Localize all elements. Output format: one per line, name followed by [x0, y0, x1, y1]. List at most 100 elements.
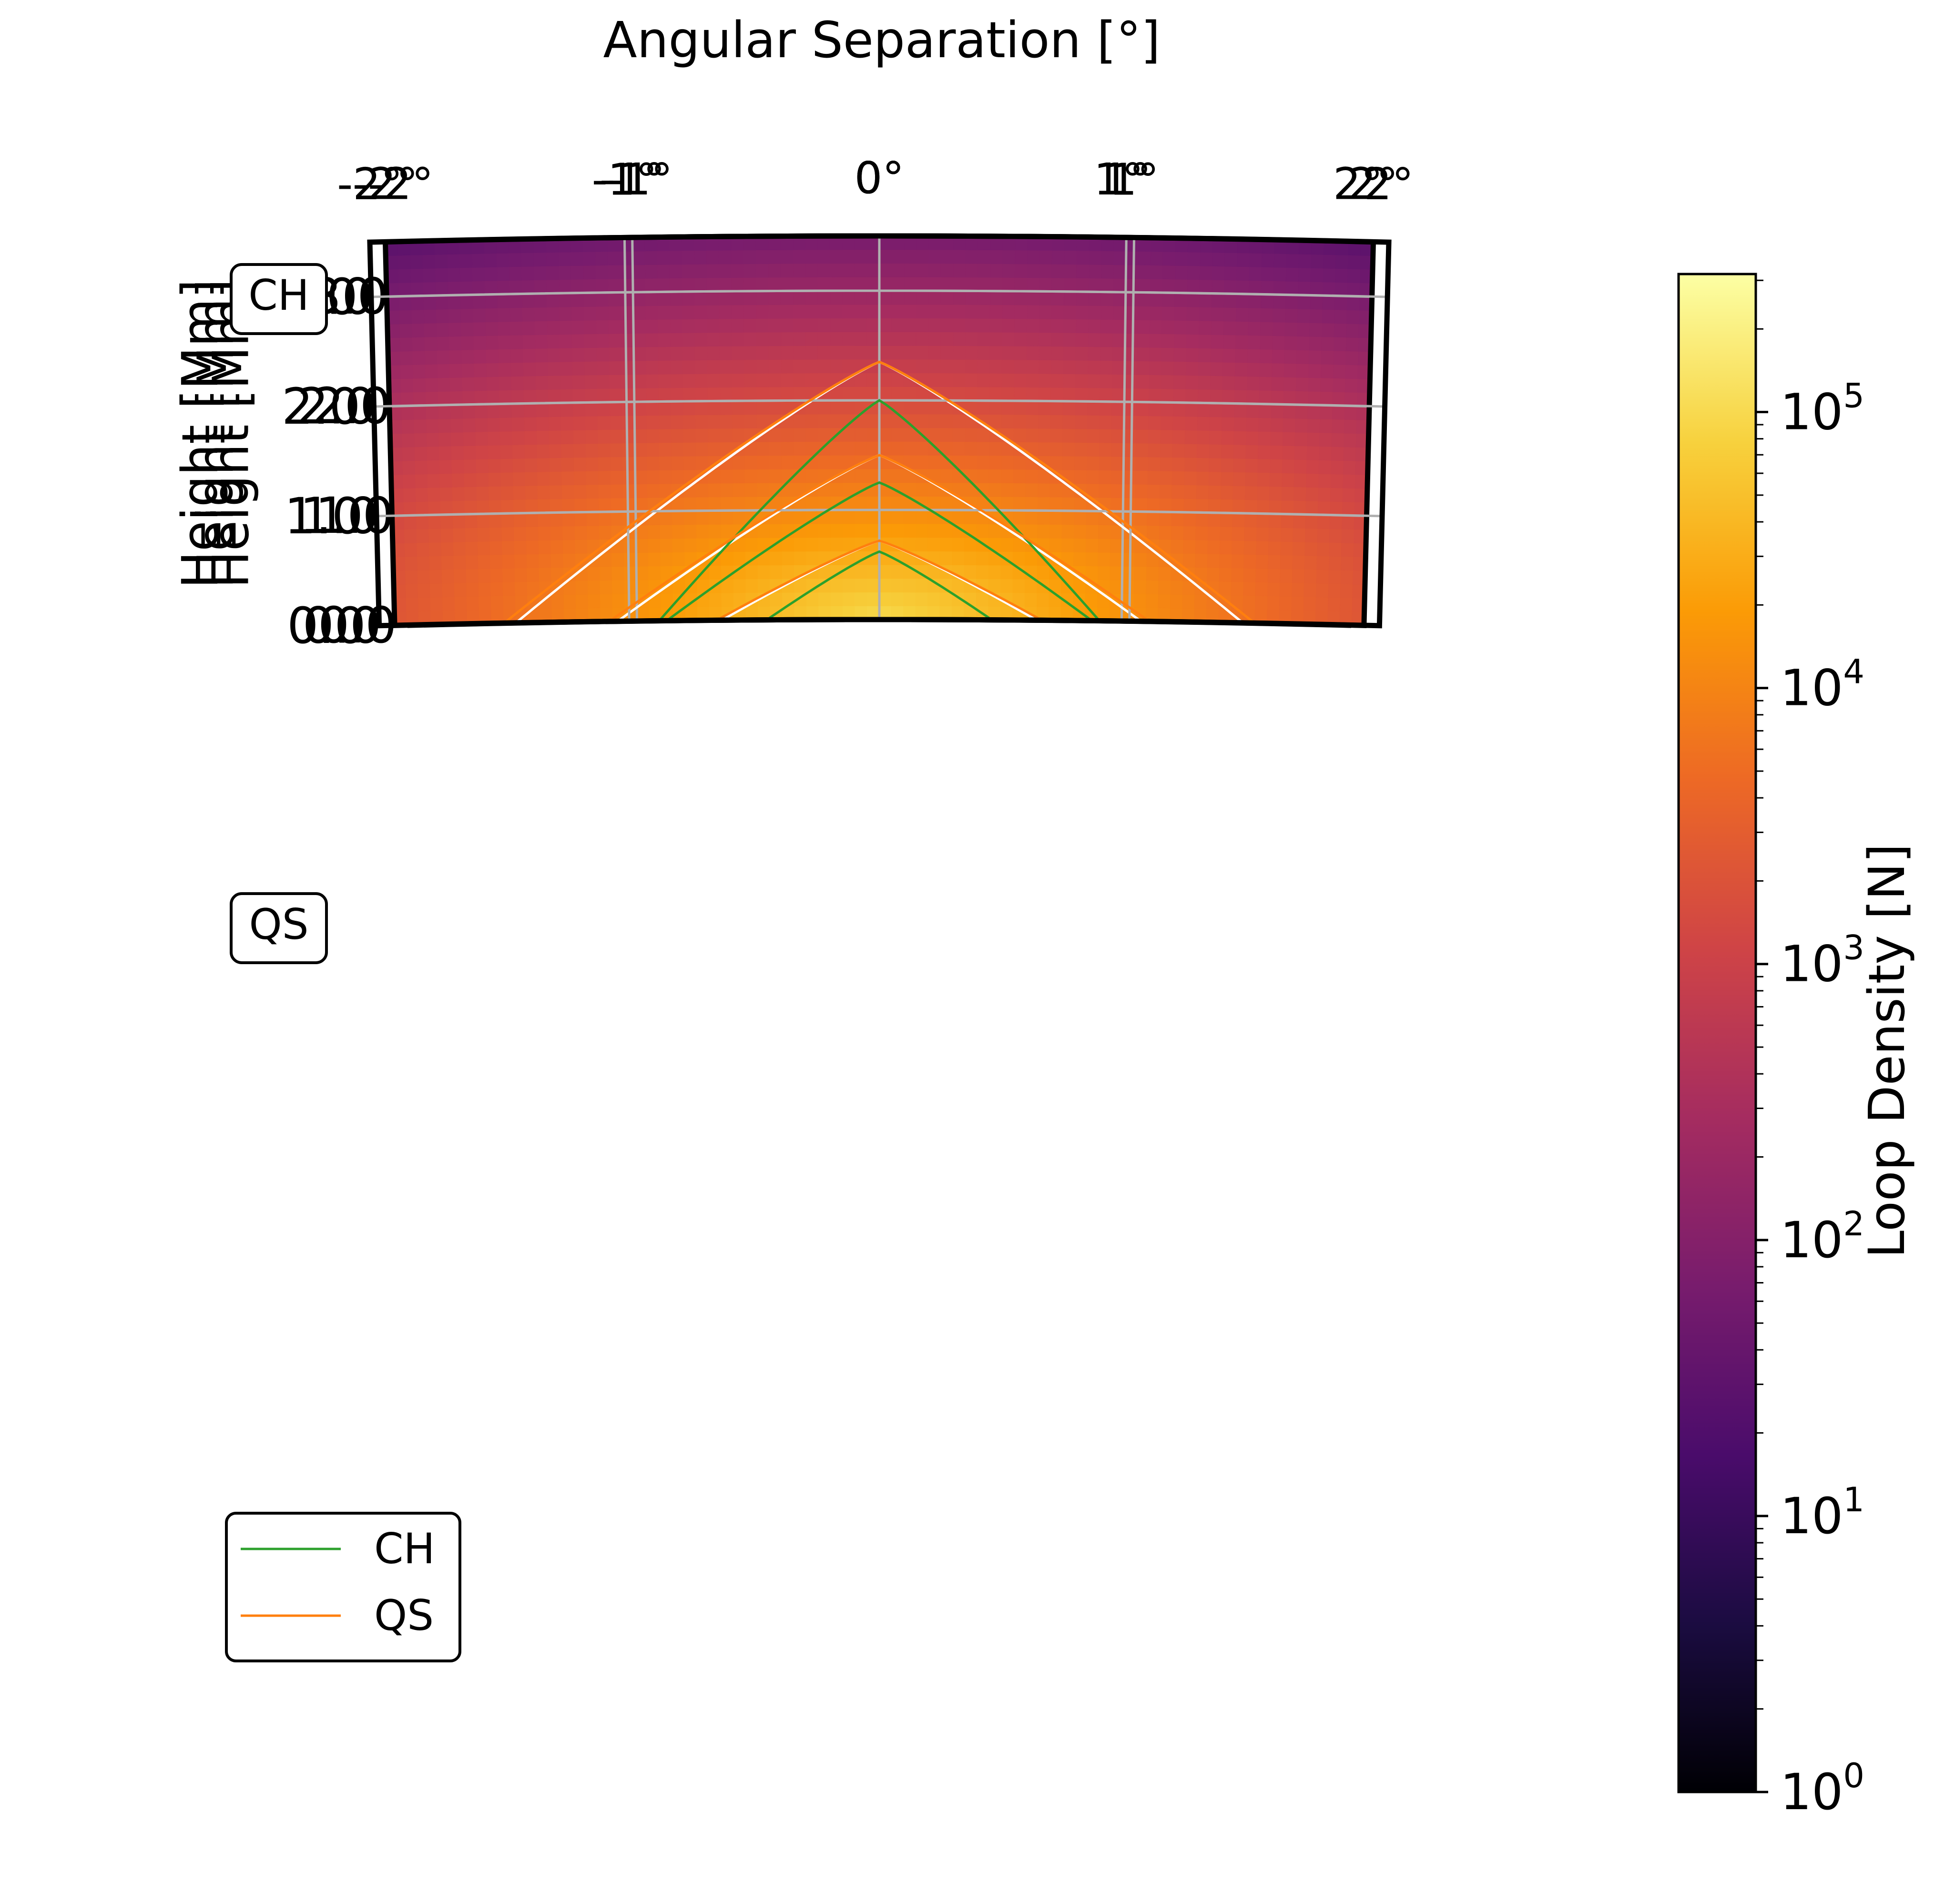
density-cell: [428, 528, 442, 543]
density-cell: [855, 468, 867, 483]
density-cell: [903, 591, 916, 606]
colorbar-label: Loop Density [N]: [1858, 844, 1916, 1258]
density-cell: [1232, 512, 1245, 528]
density-cell: [744, 468, 758, 484]
density-cell: [1073, 524, 1087, 539]
density-cell: [1284, 336, 1298, 350]
density-cell: [696, 524, 710, 539]
density-cell: [1037, 510, 1050, 525]
density-cell: [550, 485, 563, 499]
density-cell: [794, 509, 807, 524]
density-cell: [538, 540, 551, 555]
density-cell: [1064, 250, 1078, 265]
density-cell: [572, 388, 586, 403]
colorbar-tick-label: 104: [1780, 652, 1864, 717]
density-cell: [854, 372, 867, 387]
density-cell: [609, 374, 622, 389]
density-cell: [1197, 402, 1211, 417]
density-cell: [977, 332, 990, 346]
density-cell: [417, 597, 431, 612]
colorbar-tick-label: 103: [1780, 928, 1864, 993]
density-cell: [854, 317, 867, 332]
density-cell: [708, 441, 721, 457]
density-cell: [1098, 538, 1111, 553]
density-cell: [489, 499, 502, 514]
density-cell: [1186, 347, 1199, 362]
density-cell: [866, 263, 880, 277]
density-cell: [1061, 538, 1075, 552]
density-cell: [830, 455, 843, 469]
density-cell: [817, 317, 831, 332]
density-cell: [708, 524, 722, 539]
density-cell: [416, 515, 429, 529]
density-cell: [514, 567, 528, 582]
density-cell: [560, 416, 574, 431]
density-cell: [1014, 277, 1028, 292]
density-cell: [1112, 374, 1125, 389]
density-cell: [720, 482, 733, 498]
density-cell: [1343, 446, 1357, 461]
density-cell: [645, 319, 659, 334]
density-cell: [1211, 334, 1224, 349]
density-cell: [1210, 348, 1224, 363]
density-cell: [549, 457, 562, 472]
density-cell: [475, 431, 489, 446]
density-cell: [1186, 320, 1200, 335]
density-cell: [622, 456, 636, 471]
density-cell: [682, 277, 695, 292]
density-cell: [423, 281, 437, 296]
density-cell: [597, 415, 611, 430]
density-cell: [597, 388, 611, 403]
density-cell: [940, 428, 953, 442]
density-cell: [537, 458, 550, 472]
density-cell: [916, 263, 929, 278]
density-cell: [411, 323, 425, 338]
density-cell: [464, 472, 477, 488]
density-cell: [706, 250, 720, 265]
density-cell: [1244, 485, 1258, 500]
density-cell: [584, 375, 598, 389]
density-cell: [608, 305, 621, 320]
density-cell: [953, 318, 966, 333]
density-cell: [768, 332, 782, 346]
density-cell: [1014, 332, 1028, 346]
density-cell: [866, 290, 880, 305]
density-cell: [952, 509, 965, 524]
density-cell: [671, 469, 685, 484]
density-cell: [1002, 249, 1016, 265]
density-cell: [1269, 486, 1283, 501]
density-cell: [696, 538, 710, 552]
density-cell: [1049, 510, 1063, 525]
density-cell: [1234, 376, 1248, 390]
density-cell: [1272, 335, 1285, 350]
density-cell: [657, 250, 670, 265]
density-cell: [1220, 499, 1233, 514]
density-cell: [501, 499, 514, 514]
density-cell: [1345, 350, 1359, 366]
density-cell: [1099, 469, 1112, 484]
density-cell: [533, 265, 547, 281]
density-cell: [509, 266, 522, 281]
density-cell: [854, 263, 867, 277]
density-cell: [988, 455, 1002, 470]
y-axis-label: Height [Mm]: [171, 279, 229, 589]
density-cell: [1305, 487, 1319, 502]
density-cell: [952, 441, 966, 456]
legend: CH QS: [225, 1512, 461, 1662]
density-cell: [1183, 525, 1196, 540]
density-cell: [1332, 391, 1346, 406]
density-cell: [440, 514, 454, 529]
density-cell: [1255, 568, 1269, 583]
density-cell: [522, 321, 536, 336]
density-cell: [1099, 456, 1112, 471]
density-cell: [916, 318, 929, 333]
density-cell: [1310, 295, 1324, 310]
density-cell: [805, 468, 819, 483]
density-cell: [548, 375, 561, 390]
density-cell: [1198, 375, 1211, 390]
density-cell: [423, 309, 437, 324]
density-cell: [647, 456, 660, 471]
density-cell: [501, 513, 515, 528]
density-cell: [1051, 277, 1065, 292]
density-cell: [719, 387, 733, 401]
